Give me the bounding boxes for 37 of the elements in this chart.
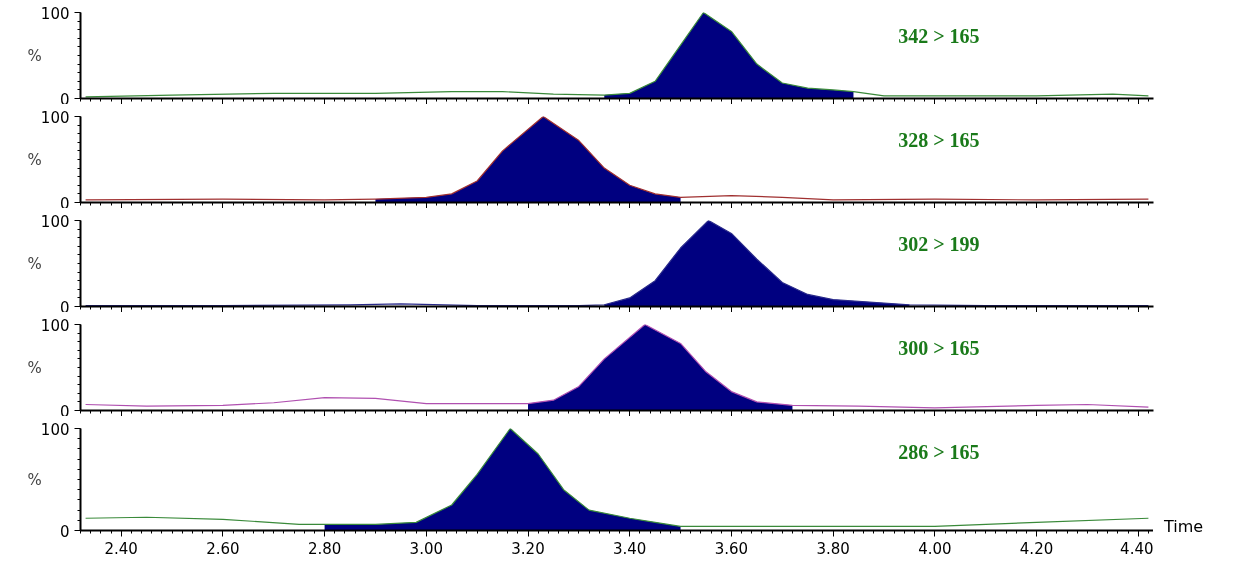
x-tick-label: 4.40 — [1120, 539, 1154, 558]
line-series — [84, 116, 1150, 201]
x-tick-label: 2.40 — [104, 539, 138, 558]
annotation: 302 > 199 — [898, 232, 980, 255]
y-tick-label: 100 — [40, 108, 70, 127]
annotation: 286 > 165 — [898, 440, 980, 463]
y-axis-title: % — [27, 358, 42, 377]
x-tick-label: 4.00 — [918, 539, 952, 558]
x-tick-label: 2.60 — [206, 539, 240, 558]
y-axis-title: % — [27, 46, 42, 65]
annotation: 328 > 165 — [898, 128, 980, 151]
annotation: 300 > 165 — [898, 336, 980, 359]
line-series — [84, 12, 1150, 98]
y-axis-title: % — [27, 470, 42, 489]
y-tick-label: 100 — [40, 316, 70, 335]
x-tick-label: 3.60 — [714, 539, 749, 558]
line-series — [84, 220, 1150, 307]
x-tick-label: 3.40 — [613, 539, 647, 558]
y-tick-label: 0 — [59, 522, 70, 541]
y-axis-title: % — [27, 150, 42, 169]
y-tick-label: 100 — [40, 420, 70, 439]
x-tick-label: 3.20 — [511, 539, 545, 558]
x-tick-label: 3.00 — [409, 539, 444, 558]
y-tick-label: 0 — [59, 298, 70, 317]
line-series — [84, 428, 1150, 528]
y-tick-label: 0 — [59, 402, 70, 421]
x-axis-title: Time — [1164, 516, 1204, 538]
annotation: 342 > 165 — [898, 24, 980, 47]
y-tick-label: 100 — [40, 4, 70, 23]
x-tick-label: 2.80 — [307, 539, 342, 558]
y-tick-label: 0 — [59, 194, 70, 213]
y-axis-title: % — [27, 254, 42, 273]
x-tick-label: 3.80 — [816, 539, 850, 558]
line-series — [84, 324, 1150, 409]
x-tick-label: 4.20 — [1019, 539, 1054, 558]
y-tick-label: 100 — [40, 212, 70, 231]
y-tick-label: 0 — [59, 90, 70, 109]
